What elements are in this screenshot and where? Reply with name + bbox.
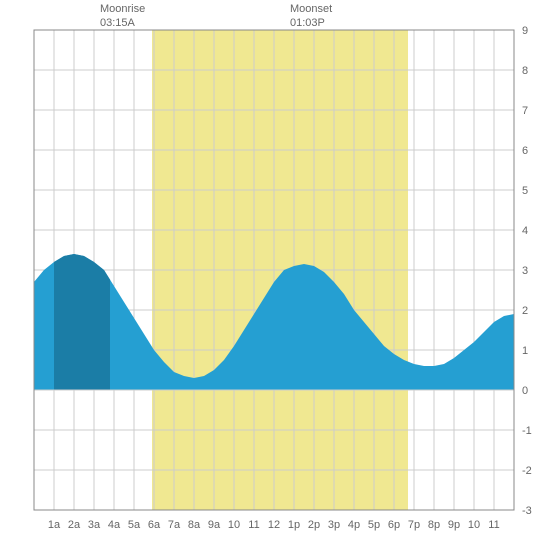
x-tick-label: 9p (448, 519, 460, 531)
x-tick-label: 10 (228, 519, 240, 531)
x-tick-label: 10 (468, 519, 480, 531)
moonset-label: Moonset 01:03P (290, 2, 332, 31)
x-tick-label: 3a (88, 519, 101, 531)
tide-area-dark (54, 254, 110, 390)
x-tick-label: 6a (148, 519, 161, 531)
x-tick-label: 5a (128, 519, 141, 531)
x-tick-label: 8p (428, 519, 440, 531)
moonrise-time: 03:15A (100, 16, 145, 30)
y-tick-label: 0 (522, 385, 528, 397)
moonset-time: 01:03P (290, 16, 332, 30)
x-tick-label: 2a (68, 519, 81, 531)
y-tick-label: -2 (522, 465, 532, 477)
x-tick-label: 4a (108, 519, 121, 531)
moonrise-title: Moonrise (100, 2, 145, 16)
x-tick-label: 5p (368, 519, 380, 531)
x-tick-label: 7a (168, 519, 181, 531)
x-tick-label: 2p (308, 519, 320, 531)
y-tick-label: 9 (522, 25, 528, 37)
x-tick-label: 8a (188, 519, 201, 531)
x-tick-label: 12 (268, 519, 280, 531)
x-tick-label: 9a (208, 519, 221, 531)
y-tick-label: -1 (522, 425, 532, 437)
chart-svg: -3-2-101234567891a2a3a4a5a6a7a8a9a101112… (0, 0, 550, 550)
moonrise-label: Moonrise 03:15A (100, 2, 145, 31)
y-tick-label: 4 (522, 225, 528, 237)
y-tick-label: -3 (522, 505, 532, 517)
x-tick-label: 1a (48, 519, 61, 531)
x-tick-label: 1p (288, 519, 300, 531)
x-tick-label: 11 (488, 519, 499, 531)
y-tick-label: 5 (522, 185, 528, 197)
y-tick-label: 1 (522, 345, 528, 357)
y-tick-label: 7 (522, 105, 528, 117)
x-tick-label: 6p (388, 519, 400, 531)
y-tick-label: 8 (522, 65, 528, 77)
tide-chart: Moonrise 03:15A Moonset 01:03P -3-2-1012… (0, 0, 550, 550)
x-tick-label: 7p (408, 519, 420, 531)
moonset-title: Moonset (290, 2, 332, 16)
y-tick-label: 3 (522, 265, 528, 277)
y-tick-label: 2 (522, 305, 528, 317)
x-tick-label: 3p (328, 519, 340, 531)
x-tick-label: 11 (248, 519, 259, 531)
x-tick-label: 4p (348, 519, 360, 531)
y-tick-label: 6 (522, 145, 528, 157)
